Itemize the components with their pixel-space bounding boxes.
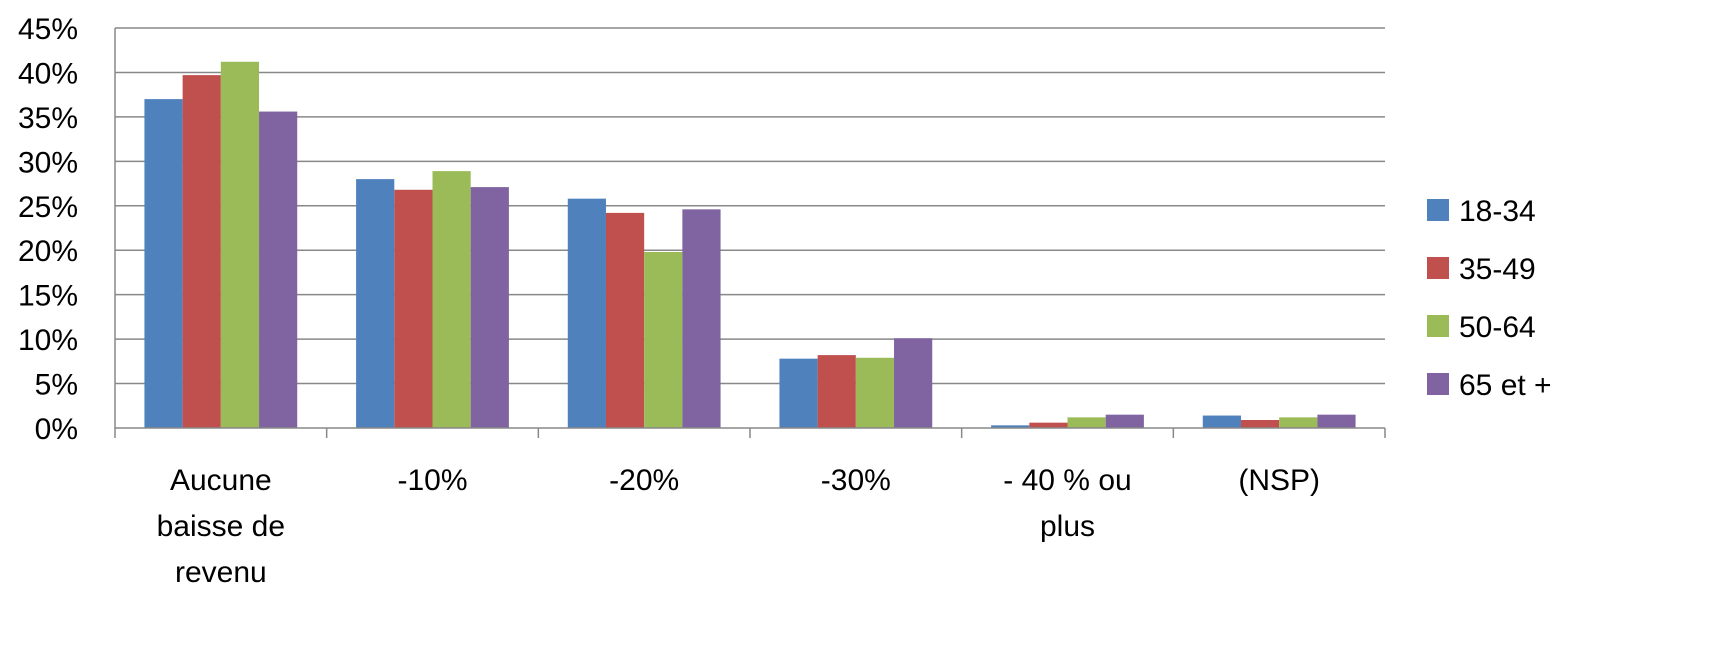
legend-swatch [1427,315,1449,337]
bar-18-34-1 [356,179,395,428]
legend-item-65-et-: 65 et + [1427,369,1552,402]
bar-65-et--4 [1105,414,1144,428]
y-tick-label: 0% [35,413,78,446]
bar-35-49-5 [1240,420,1280,428]
bar-50-64-4 [1067,417,1106,428]
y-tick-label: 30% [18,146,78,179]
bar-50-64-0 [220,61,260,429]
bar-65-et--1 [470,187,509,428]
y-tick-label: 35% [18,102,78,135]
bar-18-34-4 [991,425,1030,428]
bar-50-64-1 [432,171,471,428]
x-category-label: -30% [821,464,891,497]
y-tick-label: 15% [18,280,78,313]
x-category-label-line: (NSP) [1238,464,1320,497]
y-tick-label: 10% [18,324,78,357]
bar-50-64-2 [644,252,683,428]
x-category-label: -20% [609,464,679,497]
x-category-label-line: revenu [175,556,267,589]
legend-label: 18-34 [1459,195,1536,228]
legend-item-18-34: 18-34 [1427,195,1536,228]
y-tick-label: 5% [35,369,78,402]
x-axis [114,28,1386,438]
bar-65-et--3 [894,338,933,428]
bar-18-34-0 [144,99,183,428]
x-category-label: - 40 % ou plus [1003,464,1131,543]
bars [144,61,1356,429]
legend-label: 50-64 [1459,311,1536,344]
bar-35-49-4 [1029,422,1068,428]
bar-50-64-5 [1279,417,1318,428]
bar-18-34-3 [779,358,818,428]
x-category-label-line: -30% [821,464,891,497]
bar-65-et--0 [259,111,298,429]
bar-65-et--5 [1317,414,1356,428]
x-category-label: Aucune baisse de revenu [157,464,285,589]
y-tick-label: 45% [18,13,78,46]
bar-18-34-2 [567,198,606,428]
x-category-label-line: baisse de [157,510,285,543]
bar-35-49-2 [605,212,645,428]
legend: 18-34 35-49 50-64 65 et + [1427,195,1552,402]
x-category-label-line: -10% [397,464,467,497]
legend-swatch [1427,373,1449,395]
x-category-label: -10% [397,464,467,497]
gridlines [115,27,1385,385]
bar-18-34-5 [1202,415,1241,428]
legend-label: 65 et + [1459,369,1552,402]
legend-label: 35-49 [1459,253,1536,286]
x-category-label-line: -20% [609,464,679,497]
x-category-label-line: - 40 % ou [1003,464,1131,497]
bar-35-49-0 [182,75,221,428]
legend-swatch [1427,257,1449,279]
bar-50-64-3 [855,357,895,428]
x-category-label-line: plus [1040,510,1095,543]
legend-swatch [1427,199,1449,221]
x-category-label: (NSP) [1238,464,1320,497]
y-tick-label: 40% [18,57,78,90]
y-tick-label: 25% [18,191,78,224]
bar-35-49-1 [394,189,433,428]
bar-35-49-3 [817,355,856,428]
y-tick-label: 20% [18,235,78,268]
x-category-label-line: Aucune [170,464,272,497]
x-axis-tick-labels: Aucune baisse de revenu -10% -20% -30% - 40 % … [157,464,1320,589]
y-axis-tick-labels: 0% 5% 10% 15% 20% 25% 30% 35% 40% 45% [18,13,78,446]
legend-item-50-64: 50-64 [1427,311,1536,344]
bar-65-et--2 [682,209,721,428]
legend-item-35-49: 35-49 [1427,253,1536,286]
